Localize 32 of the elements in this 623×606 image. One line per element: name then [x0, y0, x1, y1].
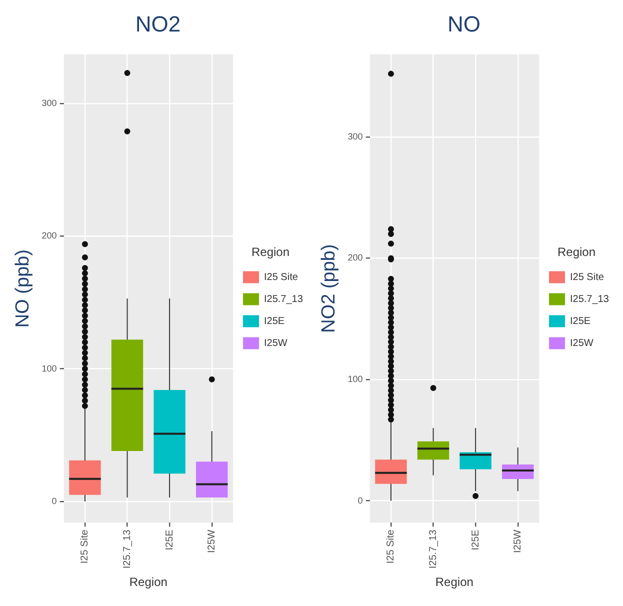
- legend-title: Region: [251, 245, 290, 260]
- legend-label: I25.7_13: [264, 294, 304, 305]
- legend-label: I25E: [570, 316, 591, 327]
- x-tick-label: I25W: [512, 529, 524, 554]
- y-tick-label: 0: [52, 496, 57, 506]
- chart-title: NO: [448, 11, 480, 36]
- x-tick-label: I25.7_13: [428, 529, 440, 569]
- x-tick-label: I25E: [470, 529, 482, 550]
- y-tick-label: 200: [348, 252, 363, 263]
- legend-label: I25 Site: [570, 272, 604, 283]
- y-tick-label: 300: [348, 131, 363, 142]
- legend-title: Region: [557, 245, 596, 260]
- y-tick-label: 300: [42, 98, 57, 108]
- x-axis-title: Region: [435, 575, 474, 590]
- legend-label: I25W: [570, 338, 594, 349]
- x-axis-title: Region: [129, 575, 168, 590]
- y-tick-label: 200: [42, 230, 57, 241]
- x-tick-label: I25 Site: [386, 529, 397, 564]
- legend-label: I25.7_13: [570, 294, 610, 305]
- x-tick-label: I25W: [206, 529, 218, 554]
- y-tick-label: 0: [358, 495, 363, 506]
- legend-label: I25E: [264, 316, 285, 327]
- y-axis-title: NO2 (ppb): [318, 244, 340, 333]
- chart-title: NO2: [135, 11, 181, 36]
- x-tick-label: I25E: [164, 529, 176, 550]
- y-axis-title: NO (ppb): [12, 249, 34, 328]
- x-tick-label: I25.7_13: [122, 529, 134, 569]
- x-tick-label: I25 Site: [80, 529, 91, 564]
- legend-label: I25W: [264, 338, 288, 349]
- y-tick-label: 100: [348, 374, 363, 384]
- legend-label: I25 Site: [264, 272, 298, 283]
- y-tick-label: 100: [42, 363, 57, 374]
